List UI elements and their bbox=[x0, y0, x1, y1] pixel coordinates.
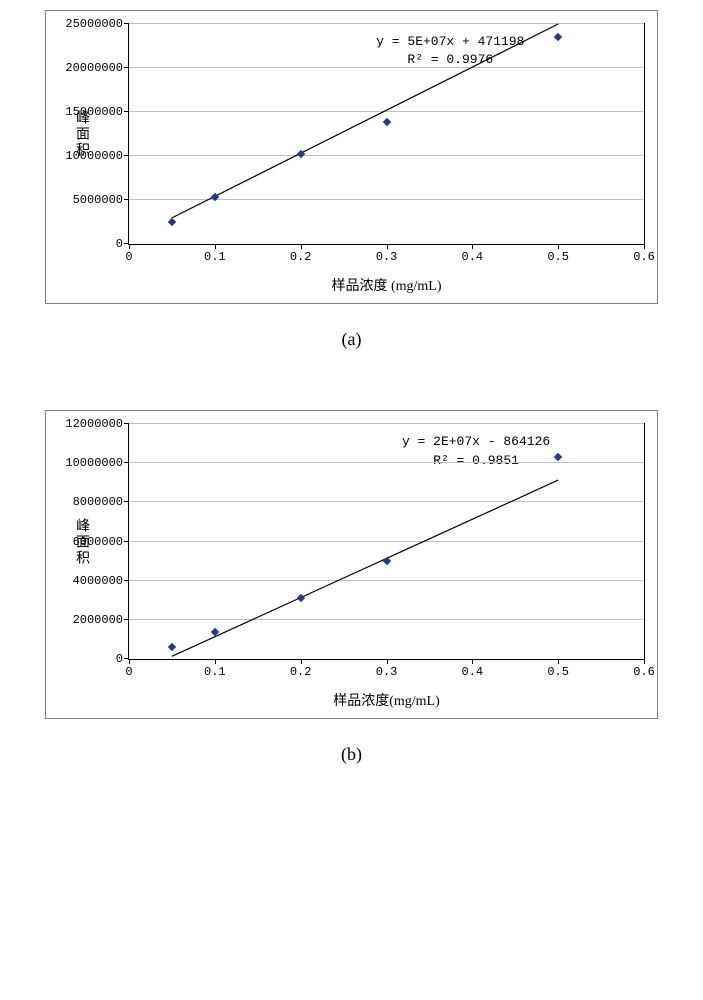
chart-a-inner: 峰面积 y = 5E+07x + 471198 R² = 0.9976 0500… bbox=[58, 23, 645, 295]
chart-a-x-label: 样品浓度 (mg/mL) bbox=[128, 275, 645, 295]
x-tick-label: 0.5 bbox=[547, 659, 569, 679]
trend-line-svg bbox=[129, 424, 644, 659]
x-tick-label: 0.6 bbox=[633, 244, 655, 264]
x-tick-label: 0.2 bbox=[290, 659, 312, 679]
y-tick-label: 5000000 bbox=[73, 193, 129, 207]
x-tick-label: 0.3 bbox=[376, 659, 398, 679]
chart-b-sublabel: (b) bbox=[0, 744, 703, 765]
y-tick-label: 8000000 bbox=[73, 495, 129, 509]
x-tick-label: 0.4 bbox=[462, 659, 484, 679]
x-tick-label: 0.1 bbox=[204, 244, 226, 264]
y-tick-label: 2000000 bbox=[73, 613, 129, 627]
y-tick-label: 4000000 bbox=[73, 574, 129, 588]
y-tick-label: 12000000 bbox=[65, 417, 129, 431]
x-tick-label: 0 bbox=[125, 659, 132, 679]
y-tick-label: 25000000 bbox=[65, 17, 129, 31]
x-tick-label: 0.1 bbox=[204, 659, 226, 679]
x-tick-label: 0.6 bbox=[633, 659, 655, 679]
chart-a-plot-box: 峰面积 y = 5E+07x + 471198 R² = 0.9976 0500… bbox=[128, 23, 645, 245]
y-tick-label: 20000000 bbox=[65, 61, 129, 75]
figure-container: 峰面积 y = 5E+07x + 471198 R² = 0.9976 0500… bbox=[0, 10, 703, 765]
y-tick-label: 6000000 bbox=[73, 535, 129, 549]
y-tick-label: 10000000 bbox=[65, 456, 129, 470]
trend-line-svg bbox=[129, 24, 644, 244]
chart-b-plot-box: 峰面积 y = 2E+07x - 864126 R² = 0.9851 0200… bbox=[128, 423, 645, 660]
y-tick-label: 15000000 bbox=[65, 105, 129, 119]
x-tick-label: 0.2 bbox=[290, 244, 312, 264]
y-tick-label: 10000000 bbox=[65, 149, 129, 163]
chart-b-x-label: 样品浓度(mg/mL) bbox=[128, 690, 645, 710]
x-tick-label: 0.5 bbox=[547, 244, 569, 264]
chart-a-panel: 峰面积 y = 5E+07x + 471198 R² = 0.9976 0500… bbox=[45, 10, 658, 304]
x-tick-label: 0 bbox=[125, 244, 132, 264]
chart-b-panel: 峰面积 y = 2E+07x - 864126 R² = 0.9851 0200… bbox=[45, 410, 658, 719]
chart-a-sublabel: (a) bbox=[0, 329, 703, 350]
x-tick-label: 0.3 bbox=[376, 244, 398, 264]
x-tick-label: 0.4 bbox=[462, 244, 484, 264]
chart-b-inner: 峰面积 y = 2E+07x - 864126 R² = 0.9851 0200… bbox=[58, 423, 645, 710]
